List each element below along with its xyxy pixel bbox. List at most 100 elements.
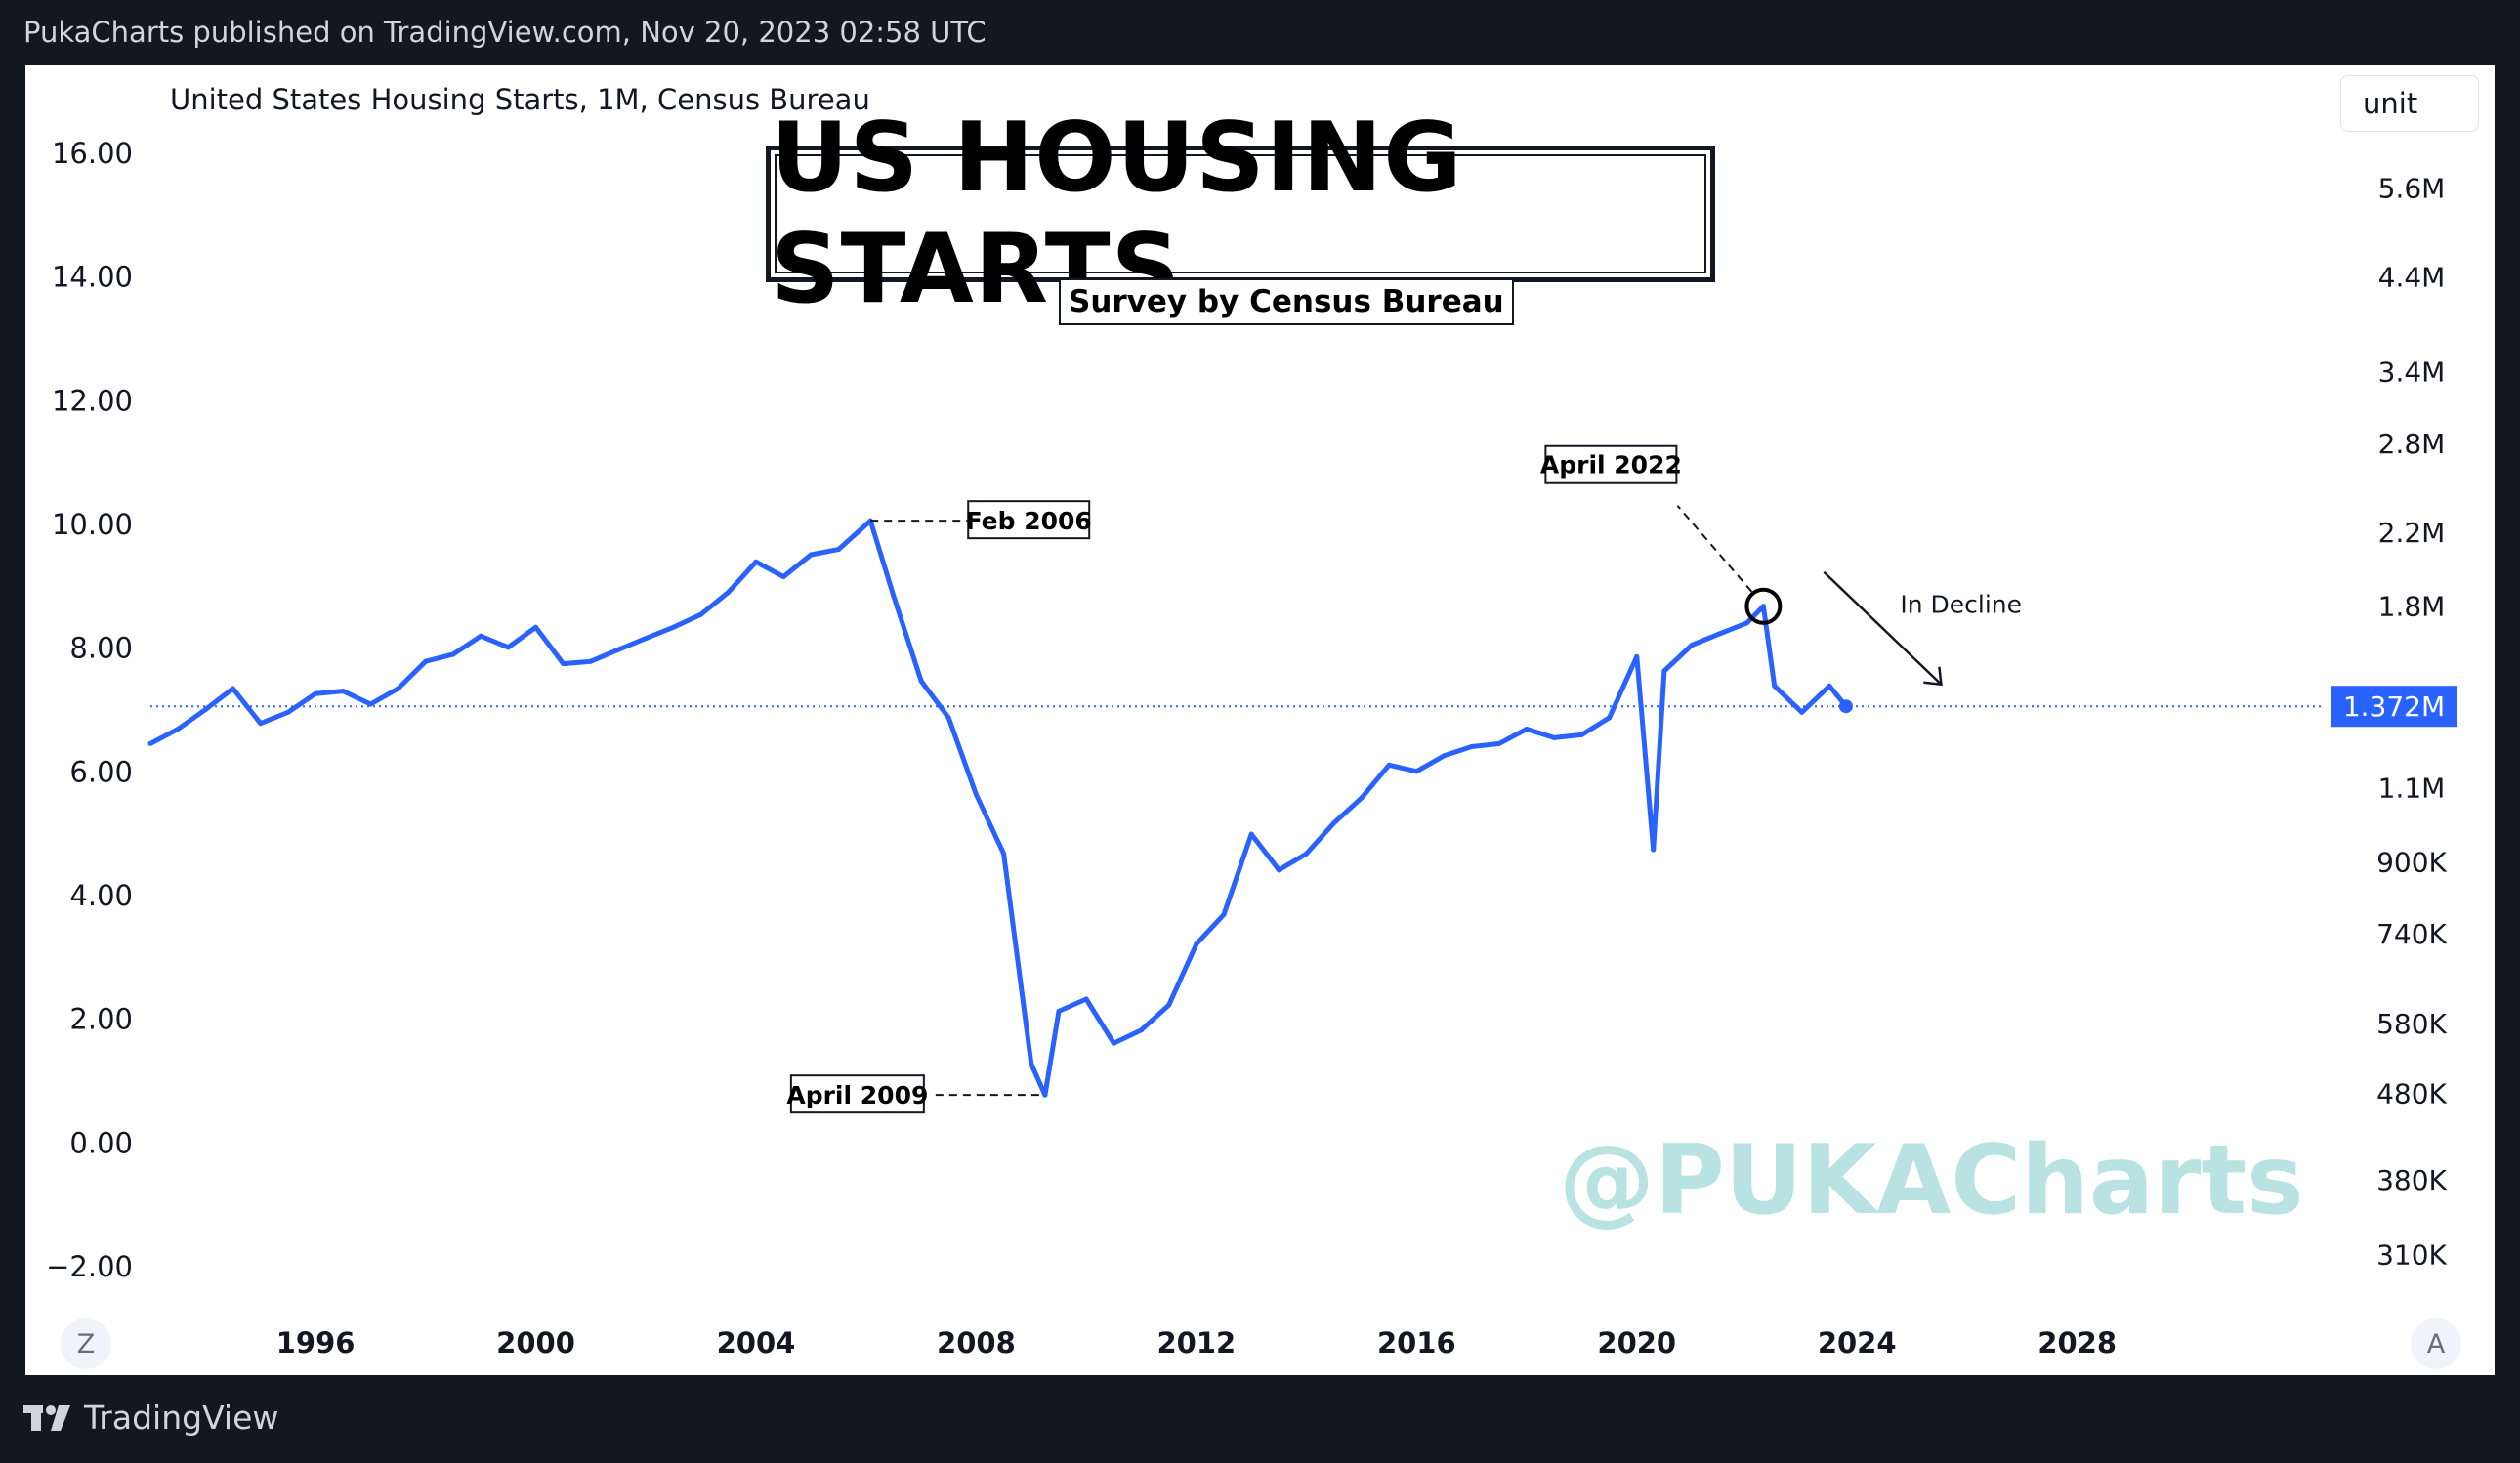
left-axis-tick-label: −2.00 (46, 1250, 133, 1283)
left-axis-tick-label: 14.00 (52, 261, 133, 294)
data-point (175, 726, 181, 732)
left-axis-tick-label: 8.00 (69, 632, 133, 665)
data-point (670, 624, 676, 630)
left-axis-tick-label: 16.00 (52, 137, 133, 170)
footer-brand[interactable]: TradingView (23, 1399, 278, 1437)
data-point (1827, 683, 1832, 689)
decline-arrow-head (1923, 666, 1943, 687)
data-point (1386, 762, 1392, 768)
data-point (478, 633, 483, 639)
data-point (726, 589, 732, 595)
right-axis-tick-label: 740K (2376, 918, 2447, 950)
x-axis-tick-label: 2008 (937, 1326, 1016, 1359)
data-point (836, 547, 842, 553)
last-value-label-bg (2331, 686, 2457, 728)
right-axis-tick-label: 2.8M (2378, 428, 2446, 460)
data-point (1689, 643, 1695, 648)
right-axis-tick-label: 900K (2376, 846, 2447, 878)
annotation-circle-april-2022 (1744, 587, 1783, 625)
data-point (1441, 753, 1447, 759)
annotation-in-decline: In Decline (1900, 591, 2022, 619)
data-point (1413, 769, 1419, 774)
data-point (891, 593, 897, 599)
decline-arrow-line (1823, 570, 1943, 686)
data-point (1743, 620, 1749, 626)
left-axis-tick-label: 4.00 (69, 879, 133, 912)
data-point (367, 701, 373, 707)
data-point (1111, 1040, 1116, 1046)
data-point (1661, 668, 1667, 674)
data-point (1056, 1008, 1062, 1014)
right-axis-tick-label: 580K (2376, 1008, 2447, 1040)
auto-scale-right-button[interactable]: A (2411, 1318, 2461, 1369)
chart-panel[interactable]: 16.00 14.00 12.00 10.00 8.00 6.00 4.00 2.00 0.00… (25, 65, 2495, 1375)
x-axis-tick-label: 2020 (1597, 1326, 1676, 1359)
left-axis-tick-label: 10.00 (52, 508, 133, 541)
data-point (1194, 941, 1199, 947)
left-axis-tick-label: 2.00 (69, 1003, 133, 1036)
right-axis-tick-label: 310K (2376, 1239, 2447, 1272)
x-axis-tick-label: 1996 (276, 1326, 356, 1359)
data-point (1001, 851, 1007, 857)
data-point (1524, 726, 1530, 732)
data-point (202, 707, 208, 713)
data-point (423, 658, 429, 664)
data-point (285, 709, 291, 715)
data-point (1029, 1061, 1034, 1066)
data-point (780, 574, 786, 580)
publish-info: PukaCharts published on TradingView.com,… (23, 16, 987, 49)
data-point (1139, 1027, 1145, 1033)
data-point (533, 624, 539, 630)
data-point (1276, 867, 1281, 873)
annotation-box-feb-2006 (967, 500, 1091, 540)
left-axis-tick-label: 6.00 (69, 755, 133, 788)
data-point (643, 636, 649, 642)
data-point (1551, 734, 1557, 740)
chart-title: US HOUSING STARTS (771, 103, 1463, 325)
right-axis-tick-label: 1.1M (2378, 773, 2446, 805)
chart-subtitle: Survey by Census Bureau (1059, 278, 1514, 325)
data-point (1221, 911, 1227, 917)
title-box-inner-frame (775, 154, 1706, 273)
data-point (945, 715, 951, 721)
x-axis-tick-label: 2024 (1818, 1326, 1897, 1359)
footer-brand-label: TradingView (84, 1399, 279, 1437)
data-point (615, 647, 621, 652)
data-point (505, 645, 511, 650)
right-axis-tick-label: 4.4M (2378, 261, 2446, 293)
left-axis-tick-label: 12.00 (52, 384, 133, 417)
data-point (1331, 820, 1337, 826)
data-point (1166, 1002, 1172, 1008)
left-axis-tick-label: 0.00 (69, 1126, 133, 1159)
data-point (396, 686, 401, 691)
line-chart[interactable]: 16.00 14.00 12.00 10.00 8.00 6.00 4.00 2.00 0.00… (25, 65, 2495, 1375)
data-point (1248, 831, 1254, 837)
data-point (1359, 795, 1365, 801)
right-axis-tick-label: 2.2M (2378, 517, 2446, 549)
annotation-box-april-2022 (1544, 444, 1678, 484)
unit-button[interactable]: unit (2340, 75, 2479, 132)
data-point (1634, 653, 1640, 659)
data-point (1469, 743, 1475, 749)
annotation-leader-april-2022 (1676, 505, 1753, 593)
data-point (1772, 683, 1778, 689)
data-point (1607, 715, 1613, 721)
data-point (231, 686, 236, 691)
last-value-label: 1.372M (2343, 690, 2445, 723)
data-point (1496, 740, 1502, 746)
series-line (148, 518, 1848, 1098)
tradingview-logo-icon (23, 1404, 70, 1431)
annotation-feb-2006: Feb 2006 (966, 507, 1092, 535)
data-point (1760, 604, 1766, 609)
data-point (147, 740, 153, 746)
data-point (561, 661, 567, 667)
auto-scale-left-button[interactable]: Z (61, 1318, 111, 1369)
x-axis-tick-label: 2012 (1157, 1326, 1237, 1359)
data-point (753, 559, 759, 564)
annotation-april-2009: April 2009 (786, 1081, 928, 1109)
data-point (1304, 851, 1310, 857)
data-point (1799, 709, 1805, 715)
data-point (918, 678, 924, 684)
right-axis-tick-label: 380K (2376, 1164, 2447, 1196)
x-axis-tick-label: 2016 (1377, 1326, 1456, 1359)
